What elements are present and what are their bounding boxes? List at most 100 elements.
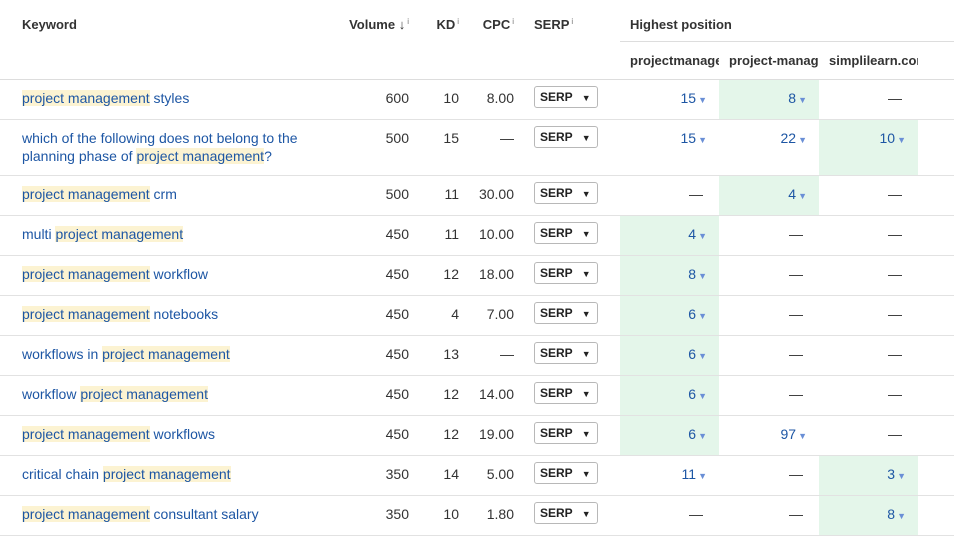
header-text: Highest position xyxy=(630,17,732,32)
serp-button[interactable]: SERP ▼ xyxy=(534,262,598,284)
serp-button[interactable]: SERP ▼ xyxy=(534,126,598,148)
position: — xyxy=(888,386,902,402)
position-cell[interactable]: 6 ▼ xyxy=(620,415,719,456)
keyword-cell[interactable]: project management crm xyxy=(0,176,330,216)
position-cell: — xyxy=(620,176,719,216)
position-cell[interactable]: 8 ▼ xyxy=(620,255,719,296)
position-cell[interactable]: 11 ▼ xyxy=(620,456,719,496)
position-cell[interactable]: 4 ▼ xyxy=(620,215,719,256)
serp-cell: SERP ▼ xyxy=(525,80,620,120)
position: — xyxy=(789,266,803,282)
header-text: KD xyxy=(436,17,456,32)
keyword-cell[interactable]: workflows in project management xyxy=(0,336,330,376)
position: — xyxy=(789,506,803,522)
keyword-part: critical chain xyxy=(22,466,103,482)
cpc: 1.80 xyxy=(486,506,514,522)
volume: 350 xyxy=(385,466,409,482)
keyword-cell[interactable]: critical chain project management xyxy=(0,456,330,496)
keyword-part: workflows in xyxy=(22,346,103,362)
position-cell[interactable]: 97 ▼ xyxy=(719,416,819,456)
dropdown-arrow: ▼ xyxy=(897,511,906,521)
serp-button[interactable]: SERP ▼ xyxy=(534,502,598,524)
domain-header[interactable]: simplilearn.com xyxy=(819,41,918,80)
serp-cell: SERP ▼ xyxy=(525,496,620,536)
spacer xyxy=(918,456,954,496)
header-kd[interactable]: KD i xyxy=(436,17,459,32)
position: — xyxy=(888,90,902,106)
position: — xyxy=(888,266,902,282)
spacer xyxy=(918,496,954,536)
position-cell[interactable]: 4 ▼ xyxy=(719,175,819,216)
dropdown-arrow: ▼ xyxy=(581,229,591,239)
serp-button[interactable]: SERP ▼ xyxy=(534,342,598,364)
cpc: 8.00 xyxy=(486,90,514,106)
position-cell[interactable]: 6 ▼ xyxy=(620,295,719,336)
position: 6 xyxy=(688,426,697,442)
serp-button[interactable]: SERP ▼ xyxy=(534,302,598,324)
serp-button[interactable]: SERP ▼ xyxy=(534,382,598,404)
keyword-cell[interactable]: project management notebooks xyxy=(0,296,330,336)
domain-header[interactable]: project-management.com xyxy=(719,41,819,80)
kd: 14 xyxy=(443,466,459,482)
keyword-cell[interactable]: project management styles xyxy=(0,80,330,120)
position: 11 xyxy=(681,466,697,482)
dropdown-arrow: ▼ xyxy=(798,191,807,201)
position-cell: — xyxy=(719,256,819,296)
dropdown-arrow: ▼ xyxy=(698,231,707,241)
keyword-cell[interactable]: workflow project management xyxy=(0,376,330,416)
serp-cell: SERP ▼ xyxy=(525,120,620,176)
keyword-row: multi project management 450 11 10.00 SERP ▼ 4… xyxy=(0,215,954,256)
position-cell[interactable]: 10 ▼ xyxy=(819,119,918,176)
dropdown-arrow: ▼ xyxy=(581,309,591,319)
keyword-cell[interactable]: project management workflows xyxy=(0,416,330,456)
dropdown-arrow: ▼ xyxy=(698,391,707,401)
keyword-part: notebooks xyxy=(149,306,219,322)
header-cpc[interactable]: CPC i xyxy=(482,17,514,32)
position-cell[interactable]: 6 ▼ xyxy=(620,335,719,376)
header-serp: SERP i xyxy=(534,17,574,32)
keyword-part: project management xyxy=(22,506,150,522)
position-cell[interactable]: 8 ▼ xyxy=(819,495,918,536)
position-cell[interactable]: 15 ▼ xyxy=(620,120,719,176)
volume: 450 xyxy=(385,266,409,282)
position: — xyxy=(789,226,803,242)
position-cell: — xyxy=(819,176,918,216)
position-cell[interactable]: 8 ▼ xyxy=(719,79,819,120)
position-cell[interactable]: 22 ▼ xyxy=(719,120,819,176)
position: 8 xyxy=(688,266,697,282)
serp-button[interactable]: SERP ▼ xyxy=(534,182,598,204)
serp-button[interactable]: SERP ▼ xyxy=(534,422,598,444)
keyword-cell[interactable]: project management consultant salary xyxy=(0,496,330,536)
dropdown-arrow: ▼ xyxy=(698,471,707,481)
position-cell: — xyxy=(819,256,918,296)
keyword-cell[interactable]: which of the following does not belong t… xyxy=(0,120,330,176)
spacer xyxy=(918,416,954,456)
kd: 10 xyxy=(443,90,459,106)
kd: 13 xyxy=(443,346,459,362)
position: — xyxy=(689,506,703,522)
serp-label: SERP xyxy=(540,346,573,360)
position-cell[interactable]: 3 ▼ xyxy=(819,455,918,496)
keyword-part: crm xyxy=(149,186,177,202)
dropdown-arrow: ▼ xyxy=(581,93,591,103)
position-cell[interactable]: 15 ▼ xyxy=(620,80,719,120)
keyword-part: project management xyxy=(136,148,265,164)
keyword-part: consultant salary xyxy=(149,506,259,522)
header-volume[interactable]: Volume ↓ i xyxy=(349,17,409,32)
dropdown-arrow: ▼ xyxy=(581,429,591,439)
position-cell[interactable]: 6 ▼ xyxy=(620,375,719,416)
keyword-cell[interactable]: project management workflow xyxy=(0,256,330,296)
keyword-cell[interactable]: multi project management xyxy=(0,216,330,256)
position: 97 xyxy=(780,426,797,442)
volume: 500 xyxy=(385,186,409,202)
position-cell: — xyxy=(819,80,918,120)
spacer xyxy=(918,41,954,80)
serp-button[interactable]: SERP ▼ xyxy=(534,222,598,244)
serp-button[interactable]: SERP ▼ xyxy=(534,462,598,484)
dropdown-arrow: ▼ xyxy=(798,431,807,441)
serp-button[interactable]: SERP ▼ xyxy=(534,86,598,108)
header-keyword[interactable]: Keyword xyxy=(0,0,330,80)
serp-label: SERP xyxy=(540,506,573,520)
position: — xyxy=(888,226,902,242)
